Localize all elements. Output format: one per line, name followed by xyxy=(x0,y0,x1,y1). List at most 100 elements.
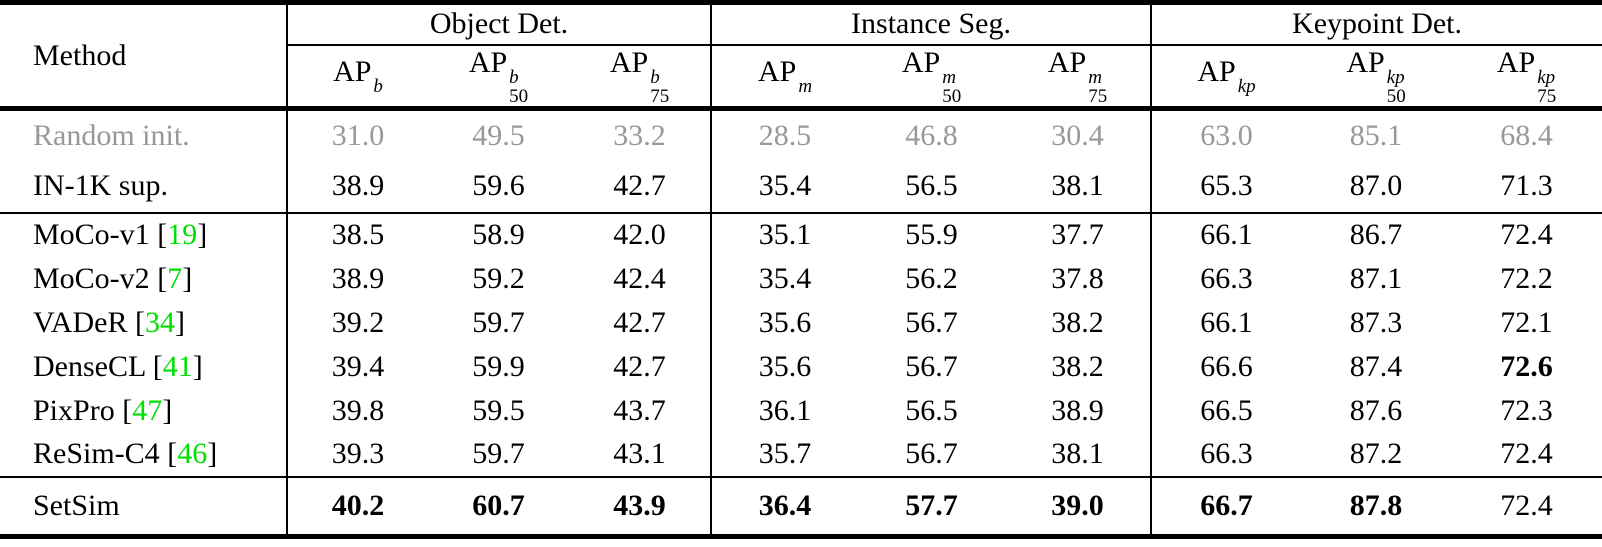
value-cell: 66.1 xyxy=(1200,305,1253,339)
value-cell: 56.5 xyxy=(858,160,1006,214)
value-cell: 66.3 xyxy=(1200,261,1253,295)
value-cell: 56.2 xyxy=(905,261,958,295)
value-cell: 39.8 xyxy=(331,393,385,427)
value-cell: 72.6 xyxy=(1500,349,1553,383)
table-row-pixpro: PixPro [47] 39.8 59.5 43.7 36.1 56.5 38.9 66.5 8… xyxy=(0,388,1602,433)
value-cell: 39.3 xyxy=(287,432,428,478)
value-cell: 38.9 xyxy=(1005,388,1153,433)
group-header-instance-seg: Instance Seg. xyxy=(711,2,1153,46)
value-cell: 68.4 xyxy=(1500,119,1553,153)
value-cell: 28.5 xyxy=(758,119,812,153)
method-cell: Random init. xyxy=(0,108,288,161)
metric-header-row: AP b AP b 50 AP b 75 AP m AP m 50 AP m 75 AP kp AP kp 50 AP kp… xyxy=(0,44,1602,112)
table-row-setsim: SetSim 40.2 60.7 43.9 36.4 57.7 39.0 66.7 87.8 72… xyxy=(0,476,1602,537)
value-cell: 43.9 xyxy=(569,476,713,537)
value-cell: 35.6 xyxy=(758,349,812,383)
value-cell: 59.7 xyxy=(472,305,525,339)
table-row-in-1k-sup-: IN-1K sup. 38.9 59.6 42.7 35.4 56.5 38.1 65.3 87… xyxy=(0,160,1602,214)
value-cell: 39.2 xyxy=(331,305,385,339)
col-header-apm75: AP m 75 xyxy=(1005,44,1153,112)
value-cell: 35.6 xyxy=(758,305,812,339)
table-row-resim-c4: ReSim-C4 [46] 39.3 59.7 43.1 35.7 56.7 38.1 66.… xyxy=(0,432,1602,478)
value-cell: 38.2 xyxy=(1005,300,1153,345)
value-cell: 38.1 xyxy=(1005,432,1153,478)
col-header-apm: AP m xyxy=(711,44,859,112)
value-cell: 42.4 xyxy=(569,256,713,301)
value-cell: 60.7 xyxy=(472,489,525,523)
method-cell: MoCo-v1 [19] xyxy=(0,212,288,257)
value-cell: 87.2 xyxy=(1301,432,1452,478)
method-cell: MoCo-v2 [7] xyxy=(0,256,288,301)
table-row-vader: VADeR [34] 39.2 59.7 42.7 35.6 56.7 38.2 66.1 87… xyxy=(0,300,1602,345)
value-cell: 72.2 xyxy=(1500,261,1553,295)
value-cell: 38.1 xyxy=(1005,160,1153,214)
value-cell: 35.1 xyxy=(758,218,812,252)
value-cell: 72.4 xyxy=(1500,489,1553,523)
citation-number: 46 xyxy=(177,437,208,471)
value-cell: 87.4 xyxy=(1349,349,1403,383)
value-cell: 42.7 xyxy=(569,300,713,345)
value-cell: 42.7 xyxy=(569,344,713,389)
value-cell: 40.2 xyxy=(331,489,385,523)
value-cell: 59.7 xyxy=(428,432,569,478)
table-row-moco-v2: MoCo-v2 [7] 38.9 59.2 42.4 35.4 56.2 37.8 66.3 8… xyxy=(0,256,1602,301)
value-cell: 65.3 xyxy=(1151,160,1302,214)
method-column-header: Method xyxy=(0,2,288,112)
group-header-row: Method Object Det. Instance Seg. Keypoin… xyxy=(0,2,1602,112)
citation-number: 41 xyxy=(162,349,193,383)
citation-number: 19 xyxy=(167,218,198,252)
value-cell: 66.5 xyxy=(1200,393,1253,427)
col-header-apkp: AP kp xyxy=(1151,44,1302,112)
value-cell: 58.9 xyxy=(472,218,525,252)
value-cell: 72.1 xyxy=(1500,305,1553,339)
value-cell: 37.7 xyxy=(1005,212,1153,257)
table-row-densecl: DenseCL [41] 39.4 59.9 42.7 35.6 56.7 38.2 66.6… xyxy=(0,344,1602,389)
group-header-object-det: Object Det. xyxy=(287,2,713,46)
value-cell: 38.9 xyxy=(331,261,385,295)
value-cell: 59.9 xyxy=(472,349,525,383)
value-cell: 39.0 xyxy=(1005,476,1153,537)
value-cell: 42.0 xyxy=(569,212,713,257)
value-cell: 66.6 xyxy=(1200,349,1253,383)
value-cell: 71.3 xyxy=(1451,160,1602,214)
value-cell: 56.7 xyxy=(858,432,1006,478)
value-cell: 66.7 xyxy=(1200,489,1253,523)
value-cell: 63.0 xyxy=(1200,119,1253,153)
value-cell: 42.7 xyxy=(569,160,713,214)
value-cell: 87.0 xyxy=(1301,160,1452,214)
value-cell: 87.1 xyxy=(1349,261,1403,295)
value-cell: 72.4 xyxy=(1500,218,1553,252)
value-cell: 66.3 xyxy=(1151,432,1302,478)
col-header-apb75: AP b 75 xyxy=(569,44,713,112)
value-cell: 38.9 xyxy=(287,160,428,214)
group-header-keypoint-det: Keypoint Det. xyxy=(1151,2,1602,46)
value-cell: 85.1 xyxy=(1349,119,1403,153)
col-header-apkp50: AP kp 50 xyxy=(1301,44,1452,112)
value-cell: 30.4 xyxy=(1005,108,1153,161)
value-cell: 31.0 xyxy=(331,119,385,153)
value-cell: 43.1 xyxy=(569,432,713,478)
value-cell: 55.9 xyxy=(905,218,958,252)
value-cell: 33.2 xyxy=(569,108,713,161)
method-cell: ReSim-C4 [46] xyxy=(0,432,288,478)
value-cell: 35.4 xyxy=(758,261,812,295)
value-cell: 59.2 xyxy=(472,261,525,295)
value-cell: 36.4 xyxy=(758,489,812,523)
value-cell: 38.2 xyxy=(1005,344,1153,389)
value-cell: 43.7 xyxy=(569,388,713,433)
value-cell: 57.7 xyxy=(905,489,958,523)
value-cell: 72.3 xyxy=(1500,393,1553,427)
value-cell: 72.4 xyxy=(1451,432,1602,478)
value-cell: 87.3 xyxy=(1349,305,1403,339)
value-cell: 49.5 xyxy=(472,119,525,153)
method-cell: VADeR [34] xyxy=(0,300,288,345)
col-header-apkp75: AP kp 75 xyxy=(1451,44,1602,112)
table-row-random-init-: Random init. 31.0 49.5 33.2 28.5 46.8 30.4 63.0… xyxy=(0,108,1602,161)
value-cell: 35.4 xyxy=(711,160,859,214)
col-header-apb50: AP b 50 xyxy=(428,44,569,112)
method-cell: SetSim xyxy=(0,476,288,537)
col-header-apb: AP b xyxy=(287,44,428,112)
value-cell: 56.7 xyxy=(905,349,958,383)
method-cell: IN-1K sup. xyxy=(0,160,288,214)
